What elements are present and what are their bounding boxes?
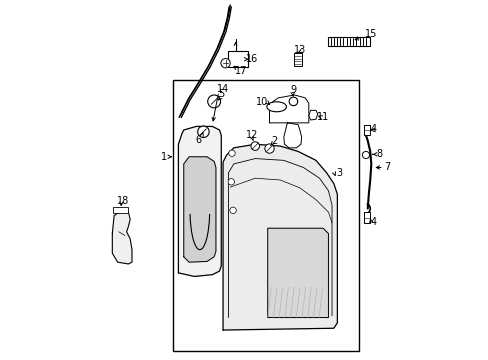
Bar — [293, 53, 301, 66]
Text: 1: 1 — [161, 152, 167, 162]
Text: 7: 7 — [384, 162, 390, 172]
Text: 6: 6 — [195, 135, 201, 145]
Text: 8: 8 — [376, 149, 382, 159]
Text: 18: 18 — [117, 197, 129, 206]
Bar — [328, 37, 369, 46]
Bar — [364, 212, 369, 223]
Text: 3: 3 — [335, 168, 342, 178]
Text: 15: 15 — [365, 28, 377, 39]
Bar — [173, 80, 358, 351]
Text: 12: 12 — [245, 130, 257, 140]
Ellipse shape — [266, 102, 286, 112]
Text: 2: 2 — [271, 136, 277, 146]
Circle shape — [207, 95, 220, 108]
Polygon shape — [112, 210, 132, 264]
Text: 4: 4 — [370, 217, 376, 227]
Circle shape — [250, 142, 259, 150]
Circle shape — [362, 152, 369, 158]
Circle shape — [228, 150, 235, 157]
Bar — [228, 51, 247, 67]
Polygon shape — [178, 126, 221, 276]
Text: 13: 13 — [293, 45, 305, 55]
Text: 17: 17 — [234, 66, 246, 76]
Polygon shape — [223, 144, 337, 330]
Text: 14: 14 — [217, 84, 229, 94]
Circle shape — [264, 144, 274, 153]
Bar — [113, 207, 128, 213]
Text: 5: 5 — [218, 89, 224, 99]
Text: 10: 10 — [256, 97, 268, 107]
Text: 11: 11 — [316, 112, 328, 122]
Text: 16: 16 — [245, 54, 257, 64]
Polygon shape — [308, 111, 317, 120]
Circle shape — [229, 207, 236, 213]
Bar — [364, 125, 369, 135]
Circle shape — [221, 59, 230, 68]
Polygon shape — [267, 228, 328, 318]
Text: 9: 9 — [290, 85, 296, 95]
Text: 4: 4 — [370, 124, 376, 134]
Circle shape — [197, 126, 209, 138]
Circle shape — [288, 97, 297, 106]
Circle shape — [227, 179, 234, 185]
Polygon shape — [183, 157, 216, 262]
